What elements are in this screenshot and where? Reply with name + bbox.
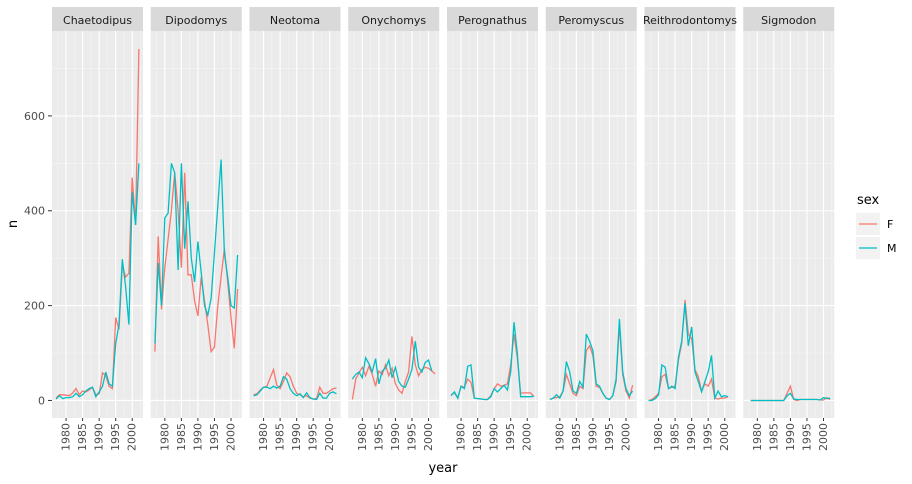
x-tick-label: 1995: [702, 423, 715, 451]
panel-background: [743, 31, 835, 418]
x-tick-label: 1985: [669, 423, 682, 451]
series-line-m: [55, 163, 140, 400]
legend-title: sex: [857, 193, 880, 208]
facet-reithrodontomys: Reithrodontomys 1980 1985 1990 1995 2000: [643, 7, 737, 451]
series-line-m: [253, 375, 337, 401]
facet-strip: [249, 7, 341, 31]
x-tick-label: 1990: [290, 423, 303, 451]
x-tick-label: 1990: [389, 423, 402, 451]
facet-strip-label: Reithrodontomys: [643, 14, 737, 27]
x-tick-label: 1985: [570, 423, 583, 451]
x-tick-label: 1995: [307, 423, 320, 451]
facet-strip: [348, 7, 440, 31]
facet-sigmodon: Sigmodon 1980 1985 1990 1995 2000: [743, 7, 835, 451]
x-tick-label: 1985: [471, 423, 484, 451]
x-tick-label: 2000: [422, 423, 435, 451]
x-tick-label: 1995: [109, 423, 122, 451]
series-line-m: [450, 322, 534, 401]
x-tick-label: 1985: [76, 423, 89, 451]
x-tick-label: 1980: [455, 423, 468, 451]
x-tick-label: 1990: [784, 423, 797, 451]
y-tick-label: 600: [24, 110, 45, 123]
x-tick-label: 1980: [257, 423, 270, 451]
y-tick-label: 400: [24, 205, 45, 218]
panel-background: [644, 31, 736, 418]
y-axis-label: n: [6, 220, 21, 228]
x-tick-label: 1980: [751, 423, 764, 451]
x-tick-label: 2000: [620, 423, 633, 451]
series-line-m: [750, 392, 831, 402]
facet-strip-label: Perognathus: [458, 14, 527, 27]
facet-strip-label: Dipodomys: [165, 14, 227, 27]
x-tick-label: 2000: [521, 423, 534, 451]
x-tick-label: 1990: [488, 423, 501, 451]
x-tick-label: 2000: [323, 423, 336, 451]
x-tick-label: 1980: [652, 423, 665, 451]
x-tick-label: 1980: [553, 423, 566, 451]
x-tick-label: 1980: [356, 423, 369, 451]
y-tick-label: 0: [38, 394, 45, 407]
facet-chaetodipus: Chaetodipus 1980 1985 1990 1995 2000: [52, 7, 143, 451]
x-tick-label: 1985: [767, 423, 780, 451]
facet-strip: [447, 7, 538, 31]
legend-label-m: M: [887, 242, 897, 255]
x-tick-label: 1995: [208, 423, 221, 451]
facet-peromyscus: Peromyscus 1980 1985 1990 1995 2000: [545, 7, 637, 451]
panel-background: [447, 31, 538, 418]
x-tick-label: 1995: [603, 423, 616, 451]
x-tick-label: 1985: [175, 423, 188, 451]
panel-background: [249, 31, 341, 418]
x-tick-label: 1985: [372, 423, 385, 451]
x-tick-label: 1985: [274, 423, 287, 451]
facet-strip: [545, 7, 637, 31]
facet-strip-label: Chaetodipus: [63, 14, 132, 27]
panel-background: [348, 31, 440, 418]
x-tick-label: 1995: [504, 423, 517, 451]
facet-neotoma: Neotoma 1980 1985 1990 1995 2000: [249, 7, 341, 451]
x-axis-label: year: [428, 461, 458, 476]
x-tick-label: 1990: [685, 423, 698, 451]
x-tick-label: 1980: [158, 423, 171, 451]
series-line-f: [253, 367, 337, 400]
x-tick-label: 2000: [718, 423, 731, 451]
x-tick-label: 1990: [93, 423, 106, 451]
legend: sex FM: [856, 193, 897, 259]
series-line-m: [351, 341, 433, 388]
x-tick-label: 1995: [801, 423, 814, 451]
facet-strip: [52, 7, 143, 31]
facet-onychomys: Onychomys 1980 1985 1990 1995 2000: [348, 7, 440, 451]
facet-strip-label: Onychomys: [361, 14, 426, 27]
panel-background: [150, 31, 242, 418]
facet-strip-label: Neotoma: [270, 14, 320, 27]
facet-strip: [150, 7, 242, 31]
facet-strip-label: Sigmodon: [761, 14, 816, 27]
facet-perognathus: Perognathus 1980 1985 1990 1995 2000: [447, 7, 538, 451]
x-tick-label: 1995: [405, 423, 418, 451]
facet-strip: [743, 7, 835, 31]
y-tick-label: 200: [24, 300, 45, 313]
series-line-m: [648, 303, 729, 402]
panel-background: [52, 31, 143, 418]
y-axis: 0 200 400 600: [24, 110, 52, 407]
facet-strip: [644, 7, 736, 31]
x-tick-label: 2000: [225, 423, 238, 451]
series-line-m: [154, 159, 239, 344]
x-tick-label: 2000: [817, 423, 830, 451]
x-tick-label: 1990: [191, 423, 204, 451]
x-tick-label: 2000: [126, 423, 139, 451]
facet-dipodomys: Dipodomys 1980 1985 1990 1995 2000: [150, 7, 242, 451]
x-tick-label: 1990: [586, 423, 599, 451]
legend-label-f: F: [887, 218, 893, 231]
series-line-m: [549, 318, 634, 401]
facet-strip-label: Peromyscus: [558, 14, 624, 27]
x-tick-label: 1980: [60, 423, 73, 451]
